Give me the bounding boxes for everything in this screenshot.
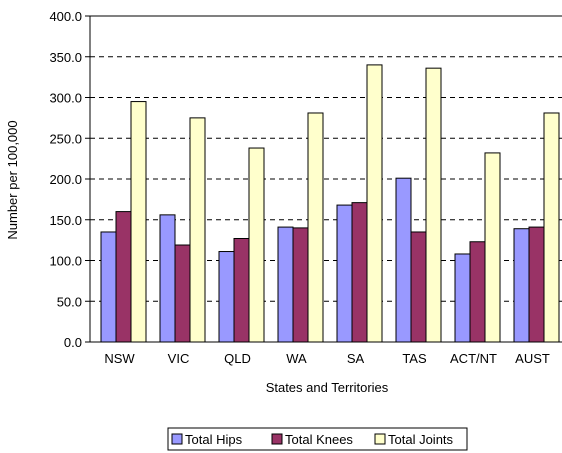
x-tick-label: VIC bbox=[168, 351, 190, 366]
bar-total-hips bbox=[277, 226, 294, 343]
legend-box bbox=[167, 427, 468, 451]
bar-total-joints bbox=[130, 101, 147, 343]
bar-total-joints bbox=[425, 67, 442, 343]
y-tick-label: 0.0 bbox=[64, 335, 82, 350]
legend-label: Total Hips bbox=[185, 432, 243, 447]
bar-total-hips bbox=[395, 177, 412, 343]
bar-total-joints bbox=[189, 117, 206, 343]
x-tick-label: ACT/NT bbox=[450, 351, 497, 366]
bar-total-hips bbox=[513, 228, 530, 343]
bar-total-knees bbox=[410, 231, 427, 343]
y-tick-label: 150.0 bbox=[49, 213, 82, 228]
bar-total-joints bbox=[366, 64, 383, 343]
bar-total-joints bbox=[248, 147, 265, 343]
x-tick-label: NSW bbox=[104, 351, 135, 366]
legend-swatch bbox=[171, 433, 183, 445]
bar-total-hips bbox=[100, 231, 117, 343]
y-tick-label: 250.0 bbox=[49, 131, 82, 146]
x-tick-label: TAS bbox=[402, 351, 427, 366]
bar-total-hips bbox=[336, 204, 353, 343]
legend-label: Total Joints bbox=[388, 432, 454, 447]
legend-label: Total Knees bbox=[285, 432, 353, 447]
bar-total-knees bbox=[174, 244, 191, 343]
y-tick-label: 400.0 bbox=[49, 9, 82, 24]
bar-total-knees bbox=[528, 226, 545, 343]
y-tick-label: 100.0 bbox=[49, 254, 82, 269]
x-axis-title: States and Territories bbox=[266, 380, 389, 395]
bar-total-knees bbox=[469, 241, 486, 343]
bar-total-knees bbox=[233, 237, 250, 343]
bar-total-hips bbox=[159, 214, 176, 343]
legend: Total Hips Total Knees Total Joints bbox=[167, 427, 468, 451]
bar-total-knees bbox=[351, 202, 368, 343]
bar-total-knees bbox=[292, 227, 309, 343]
x-tick-label: WA bbox=[286, 351, 307, 366]
bar-total-joints bbox=[307, 112, 324, 343]
gridlines bbox=[90, 15, 562, 302]
bar-total-joints bbox=[543, 112, 560, 343]
y-axis-title: Number per 100,000 bbox=[5, 120, 20, 239]
bar-total-hips bbox=[218, 251, 235, 343]
bars bbox=[100, 64, 560, 343]
y-tick-label: 300.0 bbox=[49, 91, 82, 106]
bar-total-knees bbox=[115, 211, 132, 343]
bar-total-hips bbox=[454, 253, 471, 343]
bar-total-joints bbox=[484, 152, 501, 343]
x-tick-label: AUST bbox=[515, 351, 550, 366]
y-tick-label: 50.0 bbox=[57, 294, 82, 309]
y-tick-label: 200.0 bbox=[49, 172, 82, 187]
legend-swatch bbox=[271, 433, 283, 445]
x-tick-label: SA bbox=[347, 351, 365, 366]
y-tick-label: 350.0 bbox=[49, 50, 82, 65]
x-tick-label: QLD bbox=[224, 351, 251, 366]
legend-swatch bbox=[374, 433, 386, 445]
axes: 0.0 50.0 100.0 150.0 200.0 250.0 300.0 350.0 400… bbox=[49, 9, 562, 366]
